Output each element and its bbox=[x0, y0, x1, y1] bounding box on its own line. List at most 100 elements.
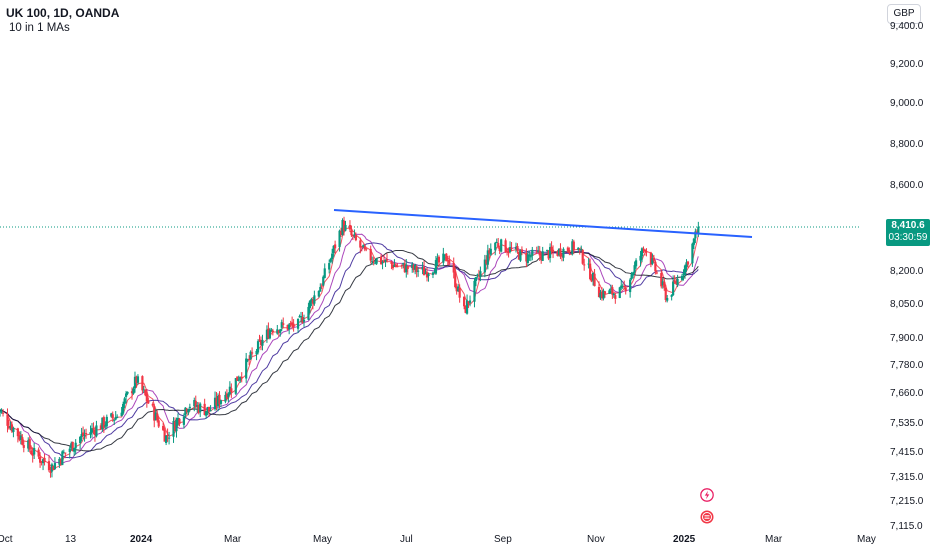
candle bbox=[142, 385, 145, 394]
candle bbox=[53, 457, 57, 471]
currency-button[interactable]: GBP bbox=[887, 4, 921, 24]
candle bbox=[643, 248, 647, 256]
candle bbox=[114, 411, 117, 421]
candle bbox=[205, 411, 208, 419]
candle bbox=[255, 348, 258, 361]
candle bbox=[49, 466, 52, 478]
candle bbox=[7, 419, 11, 430]
candle bbox=[132, 386, 135, 395]
candle bbox=[508, 241, 512, 254]
candle bbox=[113, 419, 116, 425]
candle bbox=[548, 243, 552, 263]
candle bbox=[184, 407, 187, 418]
candle bbox=[58, 456, 61, 469]
candle bbox=[614, 292, 617, 304]
candle bbox=[572, 239, 575, 255]
candle bbox=[227, 392, 230, 403]
candle bbox=[525, 248, 528, 268]
price-tick-label: 7,115.0 bbox=[890, 521, 923, 532]
flag-event-icon[interactable] bbox=[700, 510, 714, 524]
ma-fast-line bbox=[0, 227, 699, 469]
candle bbox=[301, 311, 304, 324]
price-tick-label: 9,000.0 bbox=[890, 98, 924, 109]
candle bbox=[154, 408, 157, 421]
time-tick-label: May bbox=[313, 534, 332, 545]
candle bbox=[683, 264, 687, 279]
candle bbox=[270, 328, 273, 333]
candle bbox=[22, 440, 25, 453]
candle bbox=[639, 250, 642, 267]
candle bbox=[234, 377, 237, 395]
candle bbox=[288, 323, 291, 335]
candle bbox=[520, 246, 524, 256]
candle bbox=[317, 290, 320, 298]
lightning-event-icon[interactable] bbox=[700, 488, 714, 502]
candle bbox=[298, 314, 301, 318]
candle bbox=[216, 393, 220, 412]
candle bbox=[74, 439, 77, 455]
indicator-label[interactable]: 10 in 1 MAs bbox=[9, 22, 70, 34]
candle bbox=[541, 246, 544, 262]
candle bbox=[497, 237, 500, 249]
candle bbox=[166, 428, 169, 442]
candle bbox=[414, 263, 417, 275]
candle bbox=[600, 287, 604, 301]
candle bbox=[133, 371, 137, 393]
candle bbox=[308, 300, 312, 314]
candle bbox=[73, 447, 76, 456]
candle bbox=[209, 405, 212, 412]
candle bbox=[79, 436, 82, 450]
candle bbox=[597, 281, 601, 298]
symbol-title[interactable]: UK 100, 1D, OANDA bbox=[6, 6, 120, 20]
price-axis-panel[interactable] bbox=[860, 0, 932, 550]
candle bbox=[70, 441, 73, 451]
candle bbox=[173, 417, 177, 432]
candle bbox=[92, 422, 95, 435]
candle bbox=[675, 278, 678, 285]
price-tick-label: 7,315.0 bbox=[890, 472, 924, 483]
candle bbox=[473, 277, 476, 308]
candle bbox=[517, 250, 521, 260]
candle bbox=[104, 421, 107, 430]
candle bbox=[630, 271, 633, 281]
candle bbox=[215, 392, 218, 411]
candle bbox=[374, 260, 377, 265]
price-chart[interactable] bbox=[0, 0, 860, 550]
candle bbox=[393, 259, 396, 268]
time-tick-label: 13 bbox=[65, 534, 77, 545]
candle bbox=[465, 294, 469, 315]
candle bbox=[697, 221, 700, 237]
candle bbox=[188, 403, 191, 412]
candle bbox=[292, 319, 295, 332]
candle bbox=[80, 427, 83, 442]
candle bbox=[569, 253, 572, 255]
candle bbox=[556, 250, 559, 257]
candle bbox=[331, 248, 334, 264]
candle bbox=[547, 250, 550, 261]
candle bbox=[40, 461, 43, 466]
candle bbox=[623, 280, 626, 289]
candle bbox=[19, 431, 22, 445]
candle bbox=[256, 339, 260, 355]
candle bbox=[477, 269, 481, 281]
candle bbox=[279, 328, 282, 337]
candle bbox=[568, 247, 571, 256]
candle bbox=[31, 447, 34, 463]
candle bbox=[396, 263, 399, 268]
candle bbox=[52, 465, 55, 471]
candle bbox=[116, 414, 119, 419]
candle bbox=[402, 262, 405, 269]
candle bbox=[0, 408, 2, 417]
time-tick-label: Nov bbox=[587, 534, 605, 545]
candle bbox=[163, 427, 166, 442]
candle bbox=[311, 296, 314, 310]
candle bbox=[454, 267, 457, 289]
candle bbox=[405, 259, 408, 278]
candle bbox=[559, 243, 562, 260]
candle bbox=[571, 239, 574, 256]
candle bbox=[612, 292, 615, 298]
candle bbox=[425, 267, 429, 282]
resistance-trendline[interactable] bbox=[333, 209, 753, 238]
candle bbox=[362, 244, 365, 248]
price-tick-label: 8,050.0 bbox=[890, 299, 924, 310]
